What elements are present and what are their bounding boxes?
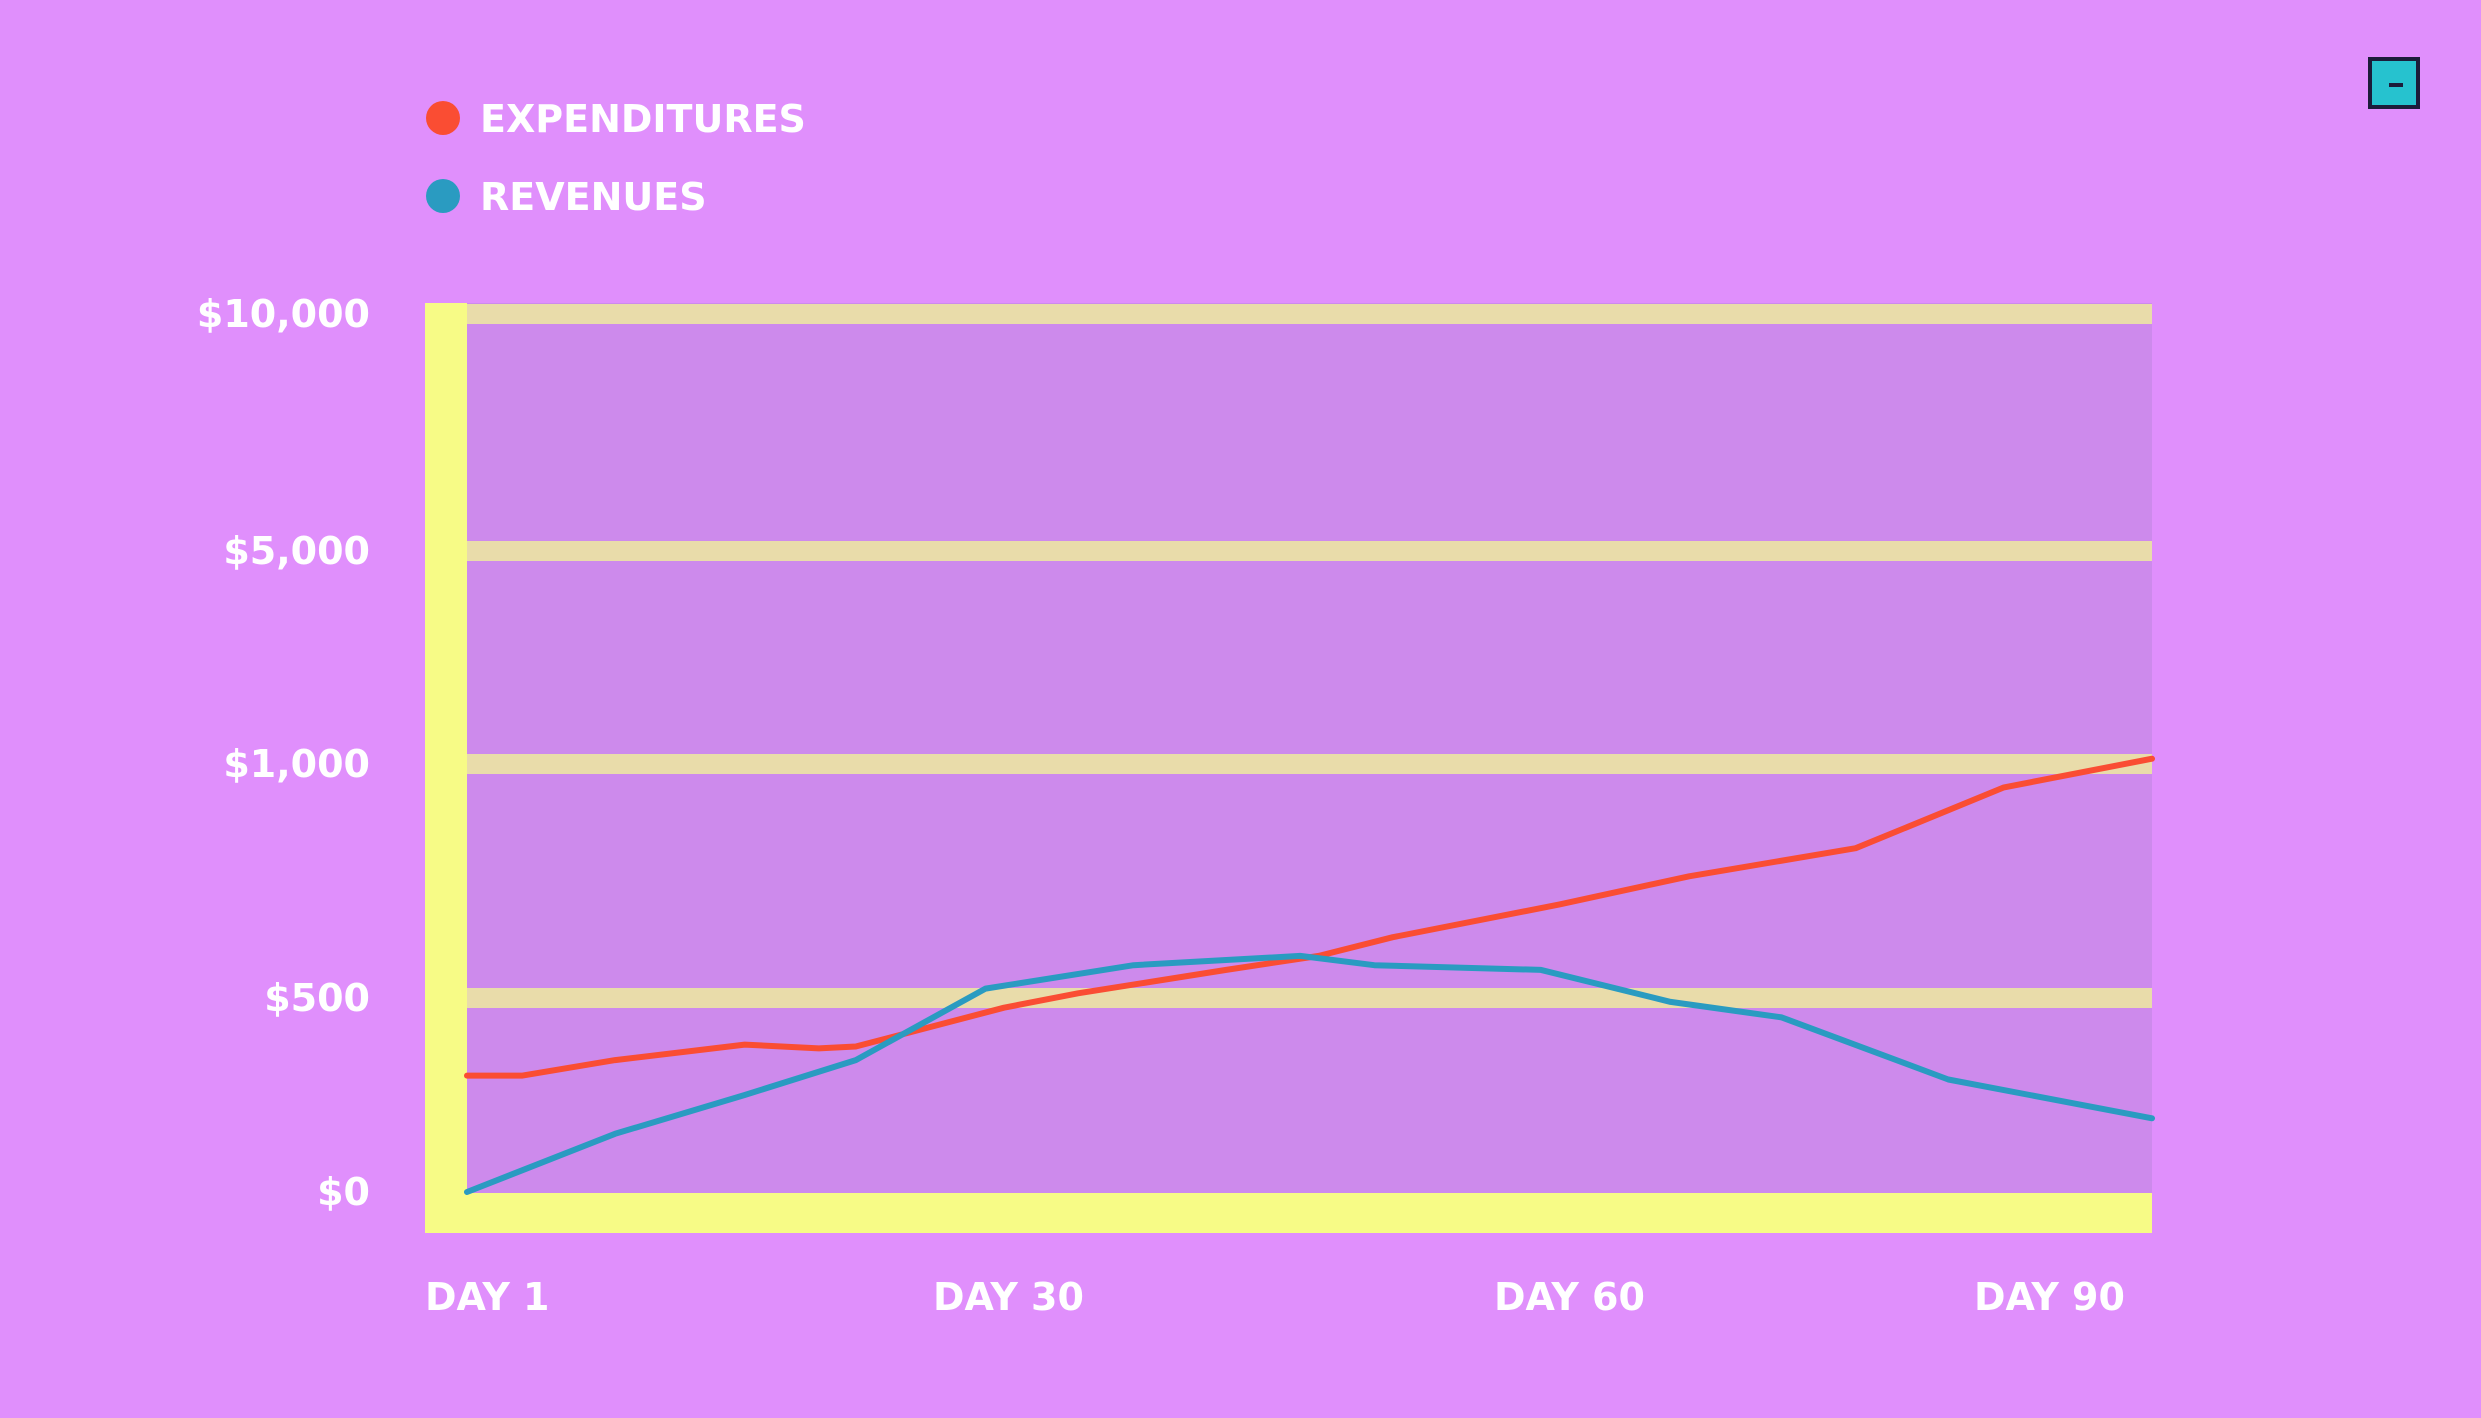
legend-label-expenditures: EXPENDITURES: [480, 97, 806, 141]
y-tick-label: $5,000: [223, 529, 370, 573]
x-tick-label: DAY 1: [425, 1275, 550, 1319]
gridlines: [467, 304, 2152, 1008]
legend-marker-revenues: [426, 179, 460, 213]
legend-label-revenues: REVENUES: [480, 175, 707, 219]
x-axis-ticks: DAY 1 DAY 30 DAY 60 DAY 90: [425, 1275, 2125, 1319]
x-tick-label: DAY 30: [933, 1275, 1084, 1319]
gridline: [467, 988, 2152, 1008]
y-axis-ticks: $10,000 $5,000 $1,000 $500 $0: [197, 292, 370, 1214]
y-tick-label: $500: [264, 976, 370, 1020]
legend: EXPENDITURES REVENUES: [426, 97, 806, 219]
gridline: [467, 304, 2152, 324]
minimize-button[interactable]: [2368, 57, 2420, 109]
series-line-expenditures: [464, 755, 2155, 1079]
gridline: [467, 754, 2152, 774]
series-line-revenues: [464, 952, 2155, 1195]
legend-marker-expenditures: [426, 101, 460, 135]
gridline: [467, 541, 2152, 561]
x-axis-band: [425, 1193, 2152, 1233]
y-tick-label: $1,000: [223, 742, 370, 786]
y-tick-label: $0: [317, 1170, 370, 1214]
x-tick-label: DAY 60: [1494, 1275, 1645, 1319]
y-axis-band: [425, 303, 467, 1233]
x-tick-label: DAY 90: [1974, 1275, 2125, 1319]
series-lines: [464, 755, 2155, 1195]
y-tick-label: $10,000: [197, 292, 370, 336]
minimize-icon: [2389, 83, 2403, 87]
